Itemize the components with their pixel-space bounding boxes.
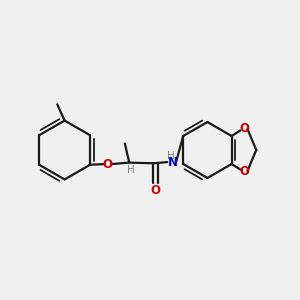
Text: O: O [239, 122, 249, 135]
Text: H: H [167, 151, 175, 160]
Text: O: O [239, 165, 249, 178]
Text: H: H [127, 165, 135, 175]
Text: O: O [102, 158, 112, 171]
Text: N: N [168, 156, 178, 169]
Text: O: O [151, 184, 161, 197]
